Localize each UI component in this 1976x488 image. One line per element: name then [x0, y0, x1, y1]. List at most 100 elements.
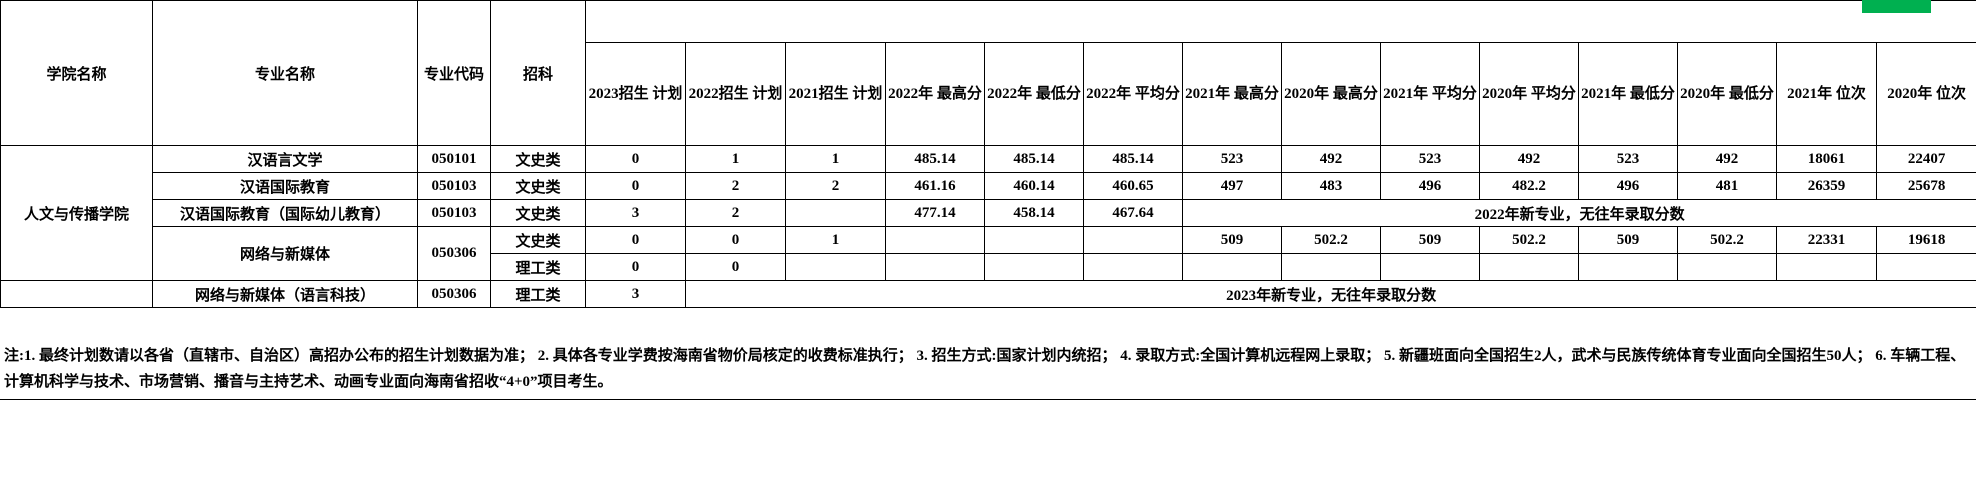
subject-type-cell[interactable]: 文史类	[490, 226, 586, 254]
subject-type-cell[interactable]: 理工类	[490, 253, 586, 281]
table-cell[interactable]: 458.14	[984, 199, 1084, 227]
table-cell[interactable]: 460.14	[984, 172, 1084, 200]
table-cell[interactable]: 467.64	[1083, 199, 1183, 227]
table-cell[interactable]	[785, 253, 886, 281]
table-cell[interactable]: 523	[1380, 145, 1480, 173]
table-cell[interactable]: 0	[685, 226, 786, 254]
table-cell[interactable]: 18061	[1776, 145, 1877, 173]
college-name-cell[interactable]: 人文与传播学院	[0, 145, 153, 281]
table-cell[interactable]	[785, 199, 886, 227]
table-cell[interactable]: 492	[1677, 145, 1777, 173]
table-cell[interactable]: 502.2	[1677, 226, 1777, 254]
table-cell[interactable]: 2	[785, 172, 886, 200]
col-header-rank-2020[interactable]: 2020年 位次	[1875, 42, 1976, 146]
col-header-min-2022[interactable]: 2022年 最低分	[984, 42, 1084, 146]
table-cell[interactable]: 0	[585, 172, 686, 200]
major-name-cell[interactable]: 汉语国际教育（国际幼儿教育）	[152, 199, 418, 227]
table-cell[interactable]: 485.14	[984, 145, 1084, 173]
table-cell[interactable]: 2	[685, 199, 786, 227]
major-name-cell[interactable]: 网络与新媒体（语言科技）	[152, 280, 418, 308]
table-cell[interactable]: 485.14	[885, 145, 985, 173]
major-code-cell[interactable]: 050103	[417, 199, 491, 227]
new-major-note-cell[interactable]: 2023年新专业，无往年录取分数	[684, 280, 1976, 308]
col-header-avg-2020[interactable]: 2020年 平均分	[1479, 42, 1579, 146]
table-cell[interactable]: 523	[1182, 145, 1282, 173]
table-cell[interactable]	[885, 226, 985, 254]
col-header-avg-2022[interactable]: 2022年 平均分	[1083, 42, 1183, 146]
table-cell[interactable]	[1083, 253, 1183, 281]
highlighted-cell[interactable]	[1862, 0, 1931, 13]
table-cell[interactable]: 22331	[1776, 226, 1877, 254]
subject-type-cell[interactable]: 文史类	[490, 199, 586, 227]
new-major-note-cell[interactable]: 2022年新专业，无往年录取分数	[1181, 199, 1976, 227]
table-cell[interactable]: 496	[1578, 172, 1678, 200]
major-code-cell[interactable]: 050306	[417, 226, 491, 281]
table-cell[interactable]: 481	[1677, 172, 1777, 200]
table-cell[interactable]	[1380, 253, 1480, 281]
table-cell[interactable]: 25678	[1875, 172, 1976, 200]
major-name-cell[interactable]: 网络与新媒体	[152, 226, 418, 281]
table-cell[interactable]: 509	[1380, 226, 1480, 254]
major-name-cell[interactable]: 汉语言文学	[152, 145, 418, 173]
table-cell[interactable]: 496	[1380, 172, 1480, 200]
table-cell[interactable]: 2	[685, 172, 786, 200]
col-header-max-2021[interactable]: 2021年 最高分	[1182, 42, 1282, 146]
col-header-avg-2021[interactable]: 2021年 平均分	[1380, 42, 1480, 146]
table-cell[interactable]: 22407	[1875, 145, 1976, 173]
col-header-max-2022[interactable]: 2022年 最高分	[885, 42, 985, 146]
table-cell[interactable]: 492	[1281, 145, 1381, 173]
col-header-min-2020[interactable]: 2020年 最低分	[1677, 42, 1777, 146]
table-cell[interactable]: 497	[1182, 172, 1282, 200]
table-cell[interactable]	[1083, 226, 1183, 254]
subject-type-cell[interactable]: 理工类	[490, 280, 586, 308]
table-cell[interactable]: 509	[1578, 226, 1678, 254]
table-cell[interactable]: 483	[1281, 172, 1381, 200]
table-cell[interactable]: 485.14	[1083, 145, 1183, 173]
table-cell[interactable]: 461.16	[885, 172, 985, 200]
col-header-min-2021[interactable]: 2021年 最低分	[1578, 42, 1678, 146]
table-cell[interactable]: 3	[585, 280, 686, 308]
col-header-code[interactable]: 专业代码	[417, 0, 491, 146]
table-cell[interactable]	[1479, 253, 1579, 281]
table-cell[interactable]	[1875, 253, 1976, 281]
table-cell[interactable]: 1	[685, 145, 786, 173]
table-cell[interactable]: 0	[585, 253, 686, 281]
col-header-plan-2023[interactable]: 2023招生 计划	[585, 42, 686, 146]
table-cell[interactable]: 509	[1182, 226, 1282, 254]
subject-type-cell[interactable]: 文史类	[490, 172, 586, 200]
major-code-cell[interactable]: 050306	[417, 280, 491, 308]
table-cell[interactable]: 19618	[1875, 226, 1976, 254]
table-cell[interactable]: 523	[1578, 145, 1678, 173]
col-header-plan-2021[interactable]: 2021招生 计划	[785, 42, 886, 146]
major-name-cell[interactable]: 汉语国际教育	[152, 172, 418, 200]
table-cell[interactable]: 26359	[1776, 172, 1877, 200]
table-cell[interactable]: 492	[1479, 145, 1579, 173]
col-header-college[interactable]: 学院名称	[0, 0, 153, 146]
col-header-max-2020[interactable]: 2020年 最高分	[1281, 42, 1381, 146]
table-cell[interactable]: 0	[585, 226, 686, 254]
table-cell[interactable]	[1281, 253, 1381, 281]
table-cell[interactable]	[1776, 253, 1877, 281]
table-cell[interactable]: 0	[585, 145, 686, 173]
major-code-cell[interactable]: 050101	[417, 145, 491, 173]
table-cell[interactable]: 502.2	[1281, 226, 1381, 254]
table-cell[interactable]: 1	[785, 145, 886, 173]
table-cell[interactable]: 502.2	[1479, 226, 1579, 254]
table-cell[interactable]: 3	[585, 199, 686, 227]
col-header-subject[interactable]: 招科	[490, 0, 586, 146]
col-header-rank-2021[interactable]: 2021年 位次	[1776, 42, 1877, 146]
major-code-cell[interactable]: 050103	[417, 172, 491, 200]
table-cell[interactable]	[984, 253, 1084, 281]
table-cell[interactable]: 460.65	[1083, 172, 1183, 200]
col-header-plan-2022[interactable]: 2022招生 计划	[685, 42, 786, 146]
table-cell[interactable]: 1	[785, 226, 886, 254]
table-cell[interactable]: 477.14	[885, 199, 985, 227]
table-cell[interactable]: 0	[685, 253, 786, 281]
table-cell[interactable]: 482.2	[1479, 172, 1579, 200]
table-cell[interactable]	[1182, 253, 1282, 281]
subject-type-cell[interactable]: 文史类	[490, 145, 586, 173]
col-header-major[interactable]: 专业名称	[152, 0, 418, 146]
table-cell[interactable]	[1677, 253, 1777, 281]
table-cell[interactable]	[1578, 253, 1678, 281]
table-cell[interactable]	[984, 226, 1084, 254]
